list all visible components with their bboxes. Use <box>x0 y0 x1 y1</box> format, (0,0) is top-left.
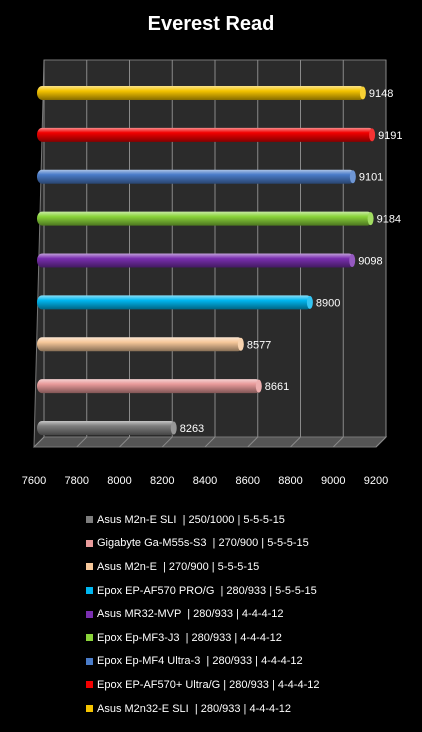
x-tick-label: 9200 <box>364 475 388 487</box>
bar <box>37 211 374 226</box>
data-label: 9098 <box>358 256 382 268</box>
data-label: 8263 <box>180 423 204 435</box>
x-tick-label: 8400 <box>193 475 217 487</box>
legend-swatch <box>86 563 93 571</box>
x-tick-label: 7600 <box>22 475 46 487</box>
bar-body <box>37 127 375 142</box>
x-tick-label: 8000 <box>107 475 131 487</box>
bar-cap <box>237 337 244 351</box>
legend-label: Asus MR32-MVP | 280/933 | 4-4-4-12 <box>97 608 284 621</box>
legend: Asus M2n-E SLI | 250/1000 | 5-5-5-15 Giga… <box>86 508 416 720</box>
x-tick-label: 7800 <box>65 475 89 487</box>
bar-body <box>37 295 312 310</box>
legend-swatch <box>86 539 93 547</box>
bar-cap <box>306 295 313 309</box>
legend-item: Asus M2n-E | 270/900 | 5-5-5-15 <box>86 555 416 579</box>
legend-swatch <box>86 681 93 689</box>
bar-cap <box>349 254 356 267</box>
legend-label: Asus M2n-E SLI | 250/1000 | 5-5-5-15 <box>97 513 285 526</box>
legend-label: Epox EP-AF570+ Ultra/G | 280/933 | 4-4-4… <box>97 678 320 691</box>
legend-swatch <box>86 610 93 618</box>
legend-swatch <box>86 657 93 665</box>
gridline-floor <box>119 436 130 448</box>
bar <box>37 421 177 436</box>
gridline-floor <box>332 436 344 448</box>
bar-body <box>37 253 355 268</box>
gridline-floor <box>76 436 88 448</box>
bar <box>37 253 356 268</box>
data-labels-group: 9148 9191 9101 9184 9098 8900 8577 8661 8263 <box>180 88 403 435</box>
gridline-floor <box>375 436 387 448</box>
legend-item: Asus M2n32-E SLI | 280/933 | 4-4-4-12 <box>86 697 416 721</box>
bar-cap <box>369 128 376 142</box>
legend-label: Epox Ep-MF3-J3 | 280/933 | 4-4-4-12 <box>97 631 282 644</box>
bar <box>37 169 356 184</box>
x-tick-label: 8200 <box>150 475 174 487</box>
legend-item: Epox Ep-MF4 Ultra-3 | 280/933 | 4-4-4-12 <box>86 650 416 674</box>
gridline-floor <box>204 436 216 448</box>
x-tick-label: 8600 <box>236 475 260 487</box>
gridline-floor <box>33 436 45 448</box>
legend-label: Epox EP-AF570 PRO/G | 280/933 | 5-5-5-15 <box>97 584 317 597</box>
legend-item: Epox Ep-MF3-J3 | 280/933 | 4-4-4-12 <box>86 626 416 650</box>
bar-cap <box>359 86 366 100</box>
chart-title: Everest Read <box>147 13 275 35</box>
x-tick-label: 8800 <box>278 475 302 487</box>
data-label: 9184 <box>377 214 401 226</box>
legend-item: Gigabyte Ga-M55s-S3 | 270/900 | 5-5-5-15 <box>86 532 416 556</box>
chart-plot: 9148 9191 9101 9184 9098 8900 8577 8661 8263 760… <box>22 59 403 487</box>
x-tick-label: 9000 <box>321 475 345 487</box>
bar-body <box>37 337 243 352</box>
bars-group <box>37 85 376 436</box>
bar <box>37 127 376 142</box>
gridline-floor <box>290 436 301 448</box>
legend-item: Asus MR32-MVP | 280/933 | 4-4-4-12 <box>86 602 416 626</box>
legend-swatch <box>86 516 93 524</box>
bar-cap <box>349 170 356 184</box>
legend-swatch <box>86 705 93 713</box>
bar-body <box>37 169 355 184</box>
bar <box>37 337 244 352</box>
bar <box>37 379 262 394</box>
legend-item: Epox EP-AF570+ Ultra/G | 280/933 | 4-4-4… <box>86 673 416 697</box>
data-label: 8661 <box>265 381 289 393</box>
bar-body <box>37 85 365 100</box>
bar-cap <box>255 379 262 393</box>
legend-swatch <box>86 634 93 642</box>
legend-swatch <box>86 587 93 595</box>
bar <box>37 85 366 100</box>
bar-body <box>37 379 261 394</box>
legend-label: Asus M2n-E | 270/900 | 5-5-5-15 <box>97 560 260 573</box>
legend-label: Epox Ep-MF4 Ultra-3 | 280/933 | 4-4-4-12 <box>97 655 303 668</box>
bar-body <box>37 211 373 226</box>
data-label: 9148 <box>369 88 393 100</box>
bar-cap <box>170 421 177 435</box>
data-label: 8577 <box>247 339 271 351</box>
gridline-floor <box>161 436 173 448</box>
legend-item: Epox EP-AF570 PRO/G | 280/933 | 5-5-5-15 <box>86 579 416 603</box>
legend-item: Asus M2n-E SLI | 250/1000 | 5-5-5-15 <box>86 508 416 532</box>
bar <box>37 295 313 310</box>
legend-label: Gigabyte Ga-M55s-S3 | 270/900 | 5-5-5-15 <box>97 537 309 550</box>
bar-body <box>37 421 176 436</box>
bar-cap <box>367 212 374 226</box>
gridlines <box>33 60 387 448</box>
data-label: 9191 <box>378 130 402 142</box>
legend-label: Asus M2n32-E SLI | 280/933 | 4-4-4-12 <box>97 702 292 715</box>
x-tick-labels-group: 7600 7800 8000 8200 8400 8600 8800 9000 9200 <box>22 475 388 487</box>
data-label: 9101 <box>359 172 383 184</box>
data-label: 8900 <box>316 297 340 309</box>
gridline-floor <box>247 436 259 448</box>
